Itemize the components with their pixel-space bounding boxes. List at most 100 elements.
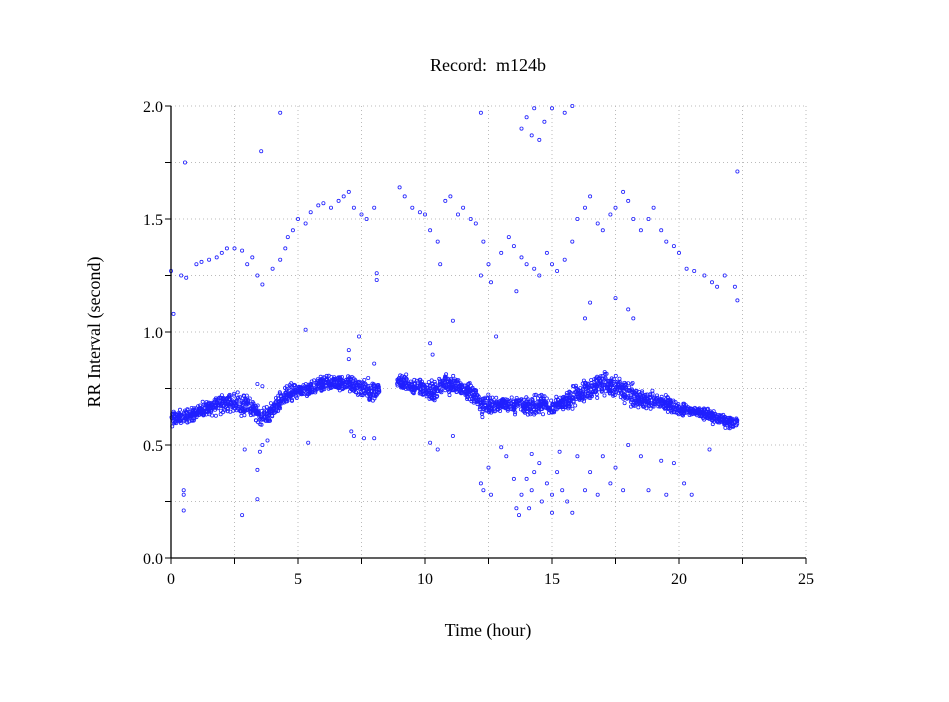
band-point: [598, 374, 603, 379]
band-point: [533, 392, 538, 397]
band-point: [537, 393, 542, 398]
data-points: [168, 104, 740, 518]
band-point: [616, 391, 621, 396]
band-point: [557, 403, 562, 408]
data-point: [684, 266, 689, 271]
band-point: [581, 392, 586, 397]
data-point: [257, 449, 262, 454]
band-point: [568, 390, 573, 395]
data-point: [207, 257, 212, 262]
band-point: [225, 409, 230, 414]
band-point: [483, 395, 488, 400]
band-point: [402, 374, 407, 379]
band-point: [706, 415, 711, 420]
data-point: [488, 280, 493, 285]
band-point: [475, 400, 480, 405]
data-point: [455, 212, 460, 217]
band-point: [694, 411, 699, 416]
band-point: [228, 401, 233, 406]
band-point: [629, 382, 634, 387]
data-point: [555, 268, 560, 273]
band-point: [640, 389, 645, 394]
data-point: [692, 268, 697, 273]
data-point: [550, 492, 555, 497]
band-point: [615, 387, 620, 392]
data-point: [351, 205, 356, 210]
band-point: [296, 384, 301, 389]
band-point: [597, 382, 602, 387]
data-point: [570, 239, 575, 244]
band-point: [717, 420, 722, 425]
data-point: [486, 465, 491, 470]
data-point: [181, 488, 186, 493]
data-point: [219, 250, 224, 255]
band-point: [340, 379, 345, 384]
data-point: [532, 266, 537, 271]
data-point: [397, 185, 402, 190]
band-point: [268, 401, 273, 406]
data-point: [735, 169, 740, 174]
band-point: [444, 372, 449, 377]
data-point: [710, 280, 715, 285]
band-point: [509, 395, 514, 400]
band-point: [247, 396, 252, 401]
band-point: [305, 391, 310, 396]
data-point: [417, 210, 422, 215]
band-point: [261, 417, 266, 422]
band-point: [707, 410, 712, 415]
data-point: [435, 447, 440, 452]
data-point: [435, 239, 440, 244]
band-point: [672, 410, 677, 415]
band-point: [694, 407, 699, 412]
band-point: [227, 394, 232, 399]
data-point: [659, 458, 664, 463]
band-point: [588, 395, 593, 400]
data-point: [356, 334, 361, 339]
x-tick-label: 20: [671, 571, 687, 588]
band-point: [659, 403, 664, 408]
data-point: [349, 429, 354, 434]
band-point: [399, 385, 404, 390]
data-point: [255, 497, 260, 502]
band-point: [262, 405, 267, 410]
band-point: [309, 387, 314, 392]
band-point: [242, 413, 247, 418]
band-point: [671, 405, 676, 410]
band-point: [200, 399, 205, 404]
band-point: [459, 391, 464, 396]
data-point: [621, 189, 626, 194]
band-point: [721, 419, 726, 424]
data-point: [600, 228, 605, 233]
data-point: [428, 440, 433, 445]
data-point: [341, 194, 346, 199]
band-point: [240, 406, 245, 411]
band-point: [636, 405, 641, 410]
band-point: [311, 378, 316, 383]
band-point: [326, 386, 331, 391]
band-point: [436, 386, 441, 391]
y-tick-label: 0.0: [143, 551, 163, 568]
band-point: [604, 371, 609, 376]
band-point: [477, 407, 482, 412]
band-point: [492, 403, 497, 408]
data-point: [529, 488, 534, 493]
data-point: [260, 442, 265, 447]
data-point: [613, 205, 618, 210]
band-point: [284, 388, 289, 393]
data-point: [519, 126, 524, 131]
band-point: [541, 405, 546, 410]
data-point: [544, 481, 549, 486]
data-point: [265, 438, 270, 443]
band-point: [277, 403, 282, 408]
band-point: [474, 393, 479, 398]
band-point: [683, 405, 688, 410]
band-point: [628, 395, 633, 400]
band-point: [550, 410, 555, 415]
data-point: [473, 221, 478, 226]
band-point: [616, 381, 621, 386]
data-point: [608, 481, 613, 486]
band-point: [599, 387, 604, 392]
data-point: [524, 262, 529, 267]
band-point: [181, 418, 186, 423]
band-point: [192, 415, 197, 420]
